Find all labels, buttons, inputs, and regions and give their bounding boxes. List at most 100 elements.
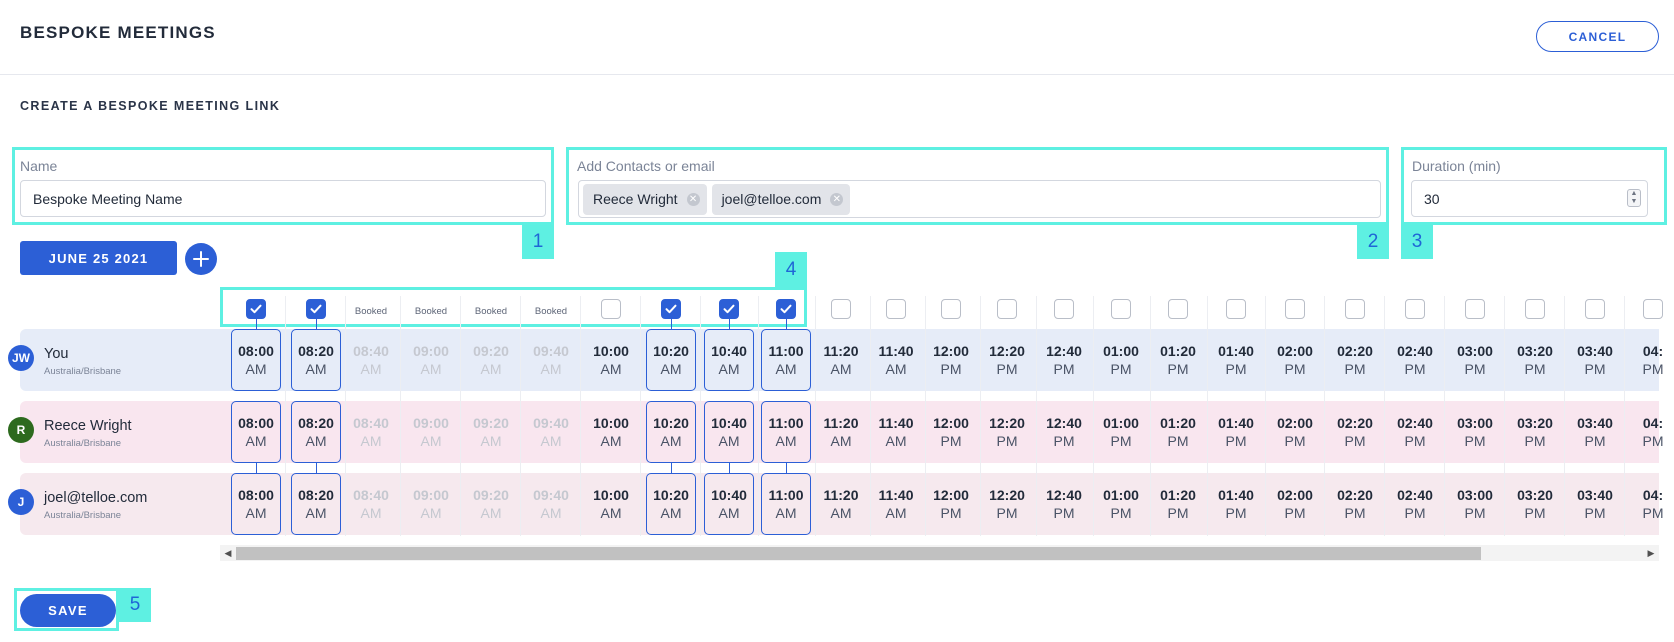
time-slot[interactable]: 02:00 PM — [1270, 329, 1320, 391]
scroll-left-icon[interactable]: ◀ — [224, 547, 232, 558]
stepper-down-icon[interactable]: ▼ — [1630, 198, 1638, 205]
time-slot[interactable]: 11:00 AM — [761, 401, 811, 463]
time-slot[interactable]: 02:40 PM — [1390, 401, 1440, 463]
scrollbar-thumb[interactable] — [236, 547, 1481, 560]
time-slot[interactable]: 01:40 PM — [1211, 329, 1261, 391]
time-slot[interactable]: 11:20 AM — [816, 401, 866, 463]
time-slot[interactable]: 08:20 AM — [291, 473, 341, 535]
duration-input[interactable]: 30 — [1411, 180, 1648, 217]
time-slot[interactable]: 10:00 AM — [586, 401, 636, 463]
time-slot[interactable]: 11:40 AM — [871, 401, 921, 463]
cancel-button[interactable]: CANCEL — [1536, 21, 1659, 52]
name-input[interactable]: Bespoke Meeting Name — [20, 180, 546, 217]
stepper-up-icon[interactable]: ▲ — [1630, 190, 1638, 197]
date-button[interactable]: JUNE 25 2021 — [20, 241, 177, 275]
time-slot[interactable]: 10:40 AM — [704, 329, 754, 391]
time-slot[interactable]: 03:20 PM — [1510, 473, 1560, 535]
time-slot[interactable]: 09:20 AM — [466, 473, 516, 535]
time-slot[interactable]: 11:20 AM — [816, 329, 866, 391]
time-slot[interactable]: 12:20 PM — [982, 329, 1032, 391]
time-slot[interactable]: 03:00 PM — [1450, 473, 1500, 535]
time-slot[interactable]: 10:00 AM — [586, 473, 636, 535]
time-slot[interactable]: 01:00 PM — [1096, 473, 1146, 535]
time-slot[interactable]: 02:20 PM — [1330, 473, 1380, 535]
slot-checkbox[interactable] — [886, 299, 906, 319]
time-slot[interactable]: 12:40 PM — [1039, 329, 1089, 391]
time-slot[interactable]: 03:40 PM — [1570, 473, 1620, 535]
time-slot[interactable]: 08:40 AM — [346, 401, 396, 463]
time-slot[interactable]: 02:40 PM — [1390, 329, 1440, 391]
time-slot[interactable]: 11:00 AM — [761, 473, 811, 535]
slot-checkbox[interactable] — [719, 299, 739, 319]
time-slot[interactable]: 02:20 PM — [1330, 329, 1380, 391]
time-slot[interactable]: 08:20 AM — [291, 401, 341, 463]
time-slot[interactable]: 04: PM — [1628, 329, 1674, 391]
time-slot[interactable]: 10:00 AM — [586, 329, 636, 391]
add-date-button[interactable] — [185, 243, 217, 275]
time-slot[interactable]: 01:40 PM — [1211, 473, 1261, 535]
time-slot[interactable]: 12:00 PM — [926, 401, 976, 463]
slot-checkbox[interactable] — [1405, 299, 1425, 319]
time-slot[interactable]: 08:00 AM — [231, 329, 281, 391]
time-slot[interactable]: 08:00 AM — [231, 401, 281, 463]
slot-checkbox[interactable] — [1585, 299, 1605, 319]
duration-stepper[interactable]: ▲ ▼ — [1627, 189, 1641, 207]
scroll-right-icon[interactable]: ▶ — [1647, 547, 1655, 558]
time-slot[interactable]: 10:20 AM — [646, 401, 696, 463]
time-slot[interactable]: 09:20 AM — [466, 329, 516, 391]
slot-checkbox[interactable] — [997, 299, 1017, 319]
time-slot[interactable]: 08:20 AM — [291, 329, 341, 391]
time-slot[interactable]: 04: PM — [1628, 473, 1674, 535]
slot-checkbox[interactable] — [1465, 299, 1485, 319]
time-slot[interactable]: 11:40 AM — [871, 473, 921, 535]
save-button[interactable]: SAVE — [20, 594, 116, 627]
time-slot[interactable]: 12:20 PM — [982, 473, 1032, 535]
time-slot[interactable]: 01:00 PM — [1096, 401, 1146, 463]
time-slot[interactable]: 10:20 AM — [646, 473, 696, 535]
time-slot[interactable]: 10:40 AM — [704, 401, 754, 463]
time-slot[interactable]: 01:40 PM — [1211, 401, 1261, 463]
time-slot[interactable]: 10:20 AM — [646, 329, 696, 391]
time-slot[interactable]: 09:40 AM — [526, 401, 576, 463]
time-slot[interactable]: 11:00 AM — [761, 329, 811, 391]
slot-checkbox[interactable] — [1285, 299, 1305, 319]
time-slot[interactable]: 03:40 PM — [1570, 329, 1620, 391]
time-slot[interactable]: 12:00 PM — [926, 329, 976, 391]
time-slot[interactable]: 03:00 PM — [1450, 401, 1500, 463]
time-slot[interactable]: 12:00 PM — [926, 473, 976, 535]
time-slot[interactable]: 12:40 PM — [1039, 473, 1089, 535]
time-slot[interactable]: 09:00 AM — [406, 473, 456, 535]
time-slot[interactable]: 03:40 PM — [1570, 401, 1620, 463]
time-slot[interactable]: 08:40 AM — [346, 329, 396, 391]
time-slot[interactable]: 12:40 PM — [1039, 401, 1089, 463]
time-slot[interactable]: 12:20 PM — [982, 401, 1032, 463]
time-slot[interactable]: 09:40 AM — [526, 473, 576, 535]
time-slot[interactable]: 01:20 PM — [1153, 329, 1203, 391]
time-slot[interactable]: 11:40 AM — [871, 329, 921, 391]
time-slot[interactable]: 03:20 PM — [1510, 401, 1560, 463]
slot-checkbox[interactable] — [1345, 299, 1365, 319]
slot-checkbox[interactable] — [1226, 299, 1246, 319]
time-slot[interactable]: 08:40 AM — [346, 473, 396, 535]
time-slot[interactable]: 01:20 PM — [1153, 401, 1203, 463]
slot-checkbox[interactable] — [831, 299, 851, 319]
time-slot[interactable]: 03:20 PM — [1510, 329, 1560, 391]
remove-chip-icon[interactable]: ✕ — [686, 192, 700, 206]
slot-checkbox[interactable] — [941, 299, 961, 319]
time-slot[interactable]: 04: PM — [1628, 401, 1674, 463]
time-slot[interactable]: 02:00 PM — [1270, 401, 1320, 463]
time-slot[interactable]: 02:20 PM — [1330, 401, 1380, 463]
time-slot[interactable]: 09:40 AM — [526, 329, 576, 391]
time-slot[interactable]: 11:20 AM — [816, 473, 866, 535]
contacts-input[interactable]: Reece Wright ✕ joel@telloe.com ✕ — [578, 180, 1381, 218]
time-slot[interactable]: 09:00 AM — [406, 401, 456, 463]
time-slot[interactable]: 01:20 PM — [1153, 473, 1203, 535]
time-slot[interactable]: 01:00 PM — [1096, 329, 1146, 391]
slot-checkbox[interactable] — [1111, 299, 1131, 319]
time-slot[interactable]: 09:20 AM — [466, 401, 516, 463]
time-slot[interactable]: 09:00 AM — [406, 329, 456, 391]
slot-checkbox[interactable] — [1525, 299, 1545, 319]
time-slot[interactable]: 10:40 AM — [704, 473, 754, 535]
slot-checkbox[interactable] — [1643, 299, 1663, 319]
slot-checkbox[interactable] — [601, 299, 621, 319]
